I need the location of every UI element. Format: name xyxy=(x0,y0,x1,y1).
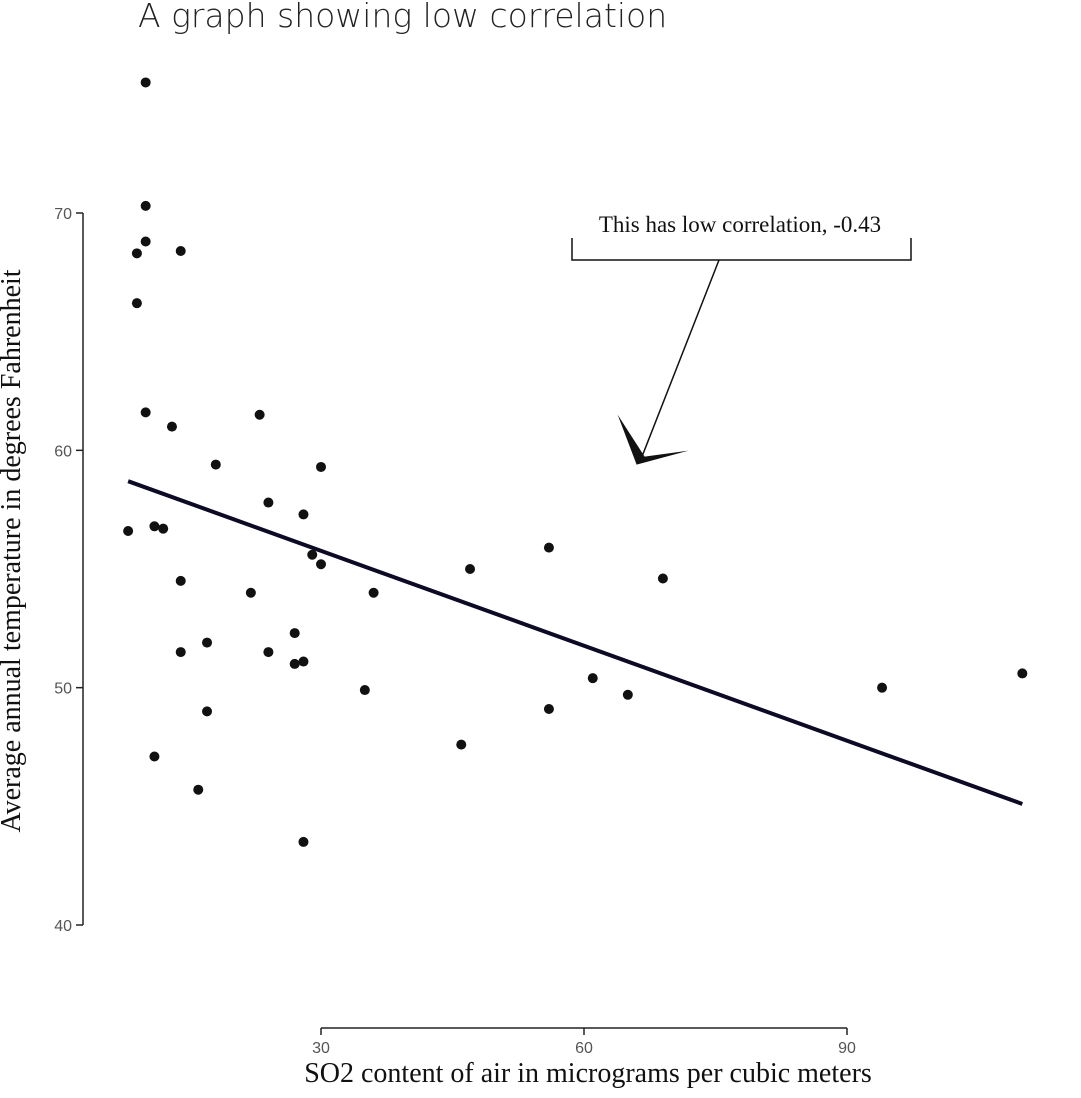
data-point xyxy=(158,523,169,534)
data-point xyxy=(543,704,554,715)
data-point xyxy=(622,689,633,700)
data-point xyxy=(202,637,213,648)
x-axis-ticks: 30 60 90 xyxy=(312,1028,856,1057)
data-point xyxy=(193,784,204,795)
data-point xyxy=(877,682,888,693)
data-points xyxy=(123,77,1028,847)
data-point xyxy=(140,236,151,247)
data-point xyxy=(175,245,186,256)
annotation-text: This has low correlation, -0.43 xyxy=(599,212,881,237)
chart-title: A graph showing low correlation xyxy=(138,0,667,35)
annotation-arrowhead xyxy=(617,414,689,465)
y-tick-label: 40 xyxy=(54,918,72,935)
x-tick-label: 90 xyxy=(838,1040,856,1057)
data-point xyxy=(140,407,151,418)
data-point xyxy=(456,739,467,750)
data-point xyxy=(657,573,668,584)
data-point xyxy=(131,248,142,259)
data-point xyxy=(359,685,370,696)
axes xyxy=(82,213,847,1029)
data-point xyxy=(123,526,134,537)
data-point xyxy=(149,751,160,762)
data-point xyxy=(166,421,177,432)
data-point xyxy=(316,559,326,570)
data-point xyxy=(140,77,151,88)
y-axis-label: Average annual temperature in degrees Fa… xyxy=(0,269,27,832)
data-point xyxy=(245,587,256,598)
trend-line xyxy=(127,479,1024,806)
y-tick-label: 60 xyxy=(54,443,72,460)
data-point xyxy=(298,656,309,667)
y-tick-label: 50 xyxy=(54,681,72,698)
data-point xyxy=(587,673,598,684)
data-point xyxy=(298,836,309,847)
data-point xyxy=(263,497,274,508)
x-tick-label: 60 xyxy=(575,1040,593,1057)
data-point xyxy=(149,521,160,532)
x-axis-label: SO2 content of air in micrograms per cub… xyxy=(304,1058,872,1089)
data-point xyxy=(307,549,318,560)
data-point xyxy=(254,409,265,420)
y-tick-label: 70 xyxy=(54,206,72,223)
data-point xyxy=(140,200,151,211)
data-point xyxy=(289,628,300,639)
annotation-arrow-line xyxy=(640,259,720,458)
data-point xyxy=(202,706,213,717)
data-point xyxy=(175,575,186,586)
y-axis-ticks: 40 50 60 70 xyxy=(54,206,83,935)
data-point xyxy=(289,658,300,669)
annotation-bracket xyxy=(571,238,912,261)
data-point xyxy=(298,509,309,520)
data-point xyxy=(263,647,274,658)
annotation-callout: This has low correlation, -0.43 xyxy=(571,212,912,465)
data-point xyxy=(210,459,221,470)
data-point xyxy=(465,564,476,574)
data-point xyxy=(316,461,326,472)
data-point xyxy=(368,587,379,598)
data-point xyxy=(131,298,142,309)
x-tick-label: 30 xyxy=(312,1040,330,1057)
data-point xyxy=(1017,668,1028,679)
data-point xyxy=(175,647,186,658)
data-point xyxy=(543,542,554,553)
